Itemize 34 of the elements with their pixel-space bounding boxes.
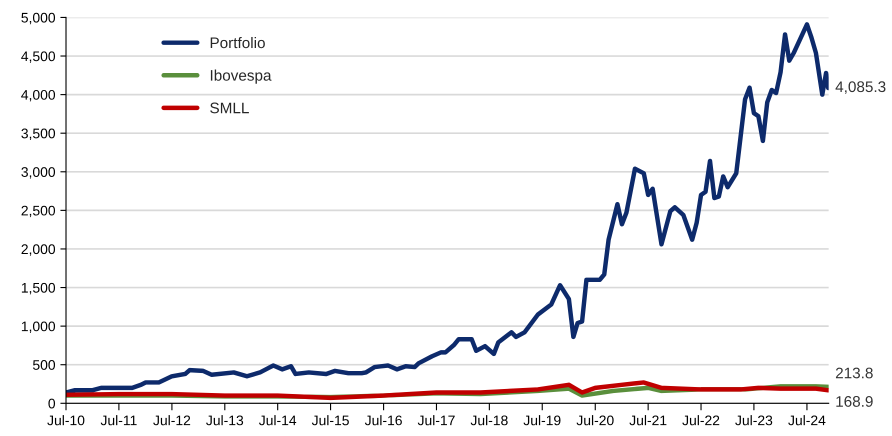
y-tick-label: 2,500 xyxy=(22,206,56,218)
y-tick-label: 4,500 xyxy=(21,51,56,63)
line-series xyxy=(66,22,829,395)
y-tick-label: 5,000 xyxy=(21,12,56,24)
x-tick-label: Jul-12 xyxy=(153,415,190,426)
annotation: 4,085.3 xyxy=(836,81,886,94)
x-tick-label: Jul-14 xyxy=(258,415,296,426)
y-tick-label: 1,500 xyxy=(22,282,56,294)
x-tick-label: Jul-24 xyxy=(788,415,826,426)
x-tick-label: Jul-20 xyxy=(576,415,614,426)
legend-label: SMLL xyxy=(210,102,249,114)
x-tick-label: Jul-22 xyxy=(682,415,720,426)
legend-label: Portfolio xyxy=(210,36,265,48)
y-tick-label: 500 xyxy=(32,360,56,370)
x-tick-label: Jul-10 xyxy=(47,415,84,426)
y-tick-label: 3,000 xyxy=(21,167,56,179)
y-tick-label: 2,000 xyxy=(22,244,56,256)
y-tick-label: 3,500 xyxy=(21,128,56,140)
x-tick-label: Jul-18 xyxy=(470,415,508,426)
y-tick-label: 4,000 xyxy=(21,90,56,102)
line-series xyxy=(66,380,829,400)
x-tick-label: Jul-23 xyxy=(735,415,772,426)
y-tick-label: 0 xyxy=(48,398,56,408)
annotation: 168.9 xyxy=(836,396,873,407)
x-tick-label: Jul-11 xyxy=(100,415,137,426)
x-tick-label: Jul-21 xyxy=(629,415,666,426)
y-tick-label: 1,000 xyxy=(22,321,56,333)
x-tick-label: Jul-15 xyxy=(312,415,349,426)
annotation: 213.8 xyxy=(836,368,873,378)
x-tick-label: Jul-17 xyxy=(418,415,455,426)
x-tick-label: Jul-13 xyxy=(206,415,244,426)
x-tick-label: Jul-16 xyxy=(364,415,402,426)
x-tick-label: Jul-19 xyxy=(524,415,560,426)
legend-label: Ibovespa xyxy=(210,70,272,84)
